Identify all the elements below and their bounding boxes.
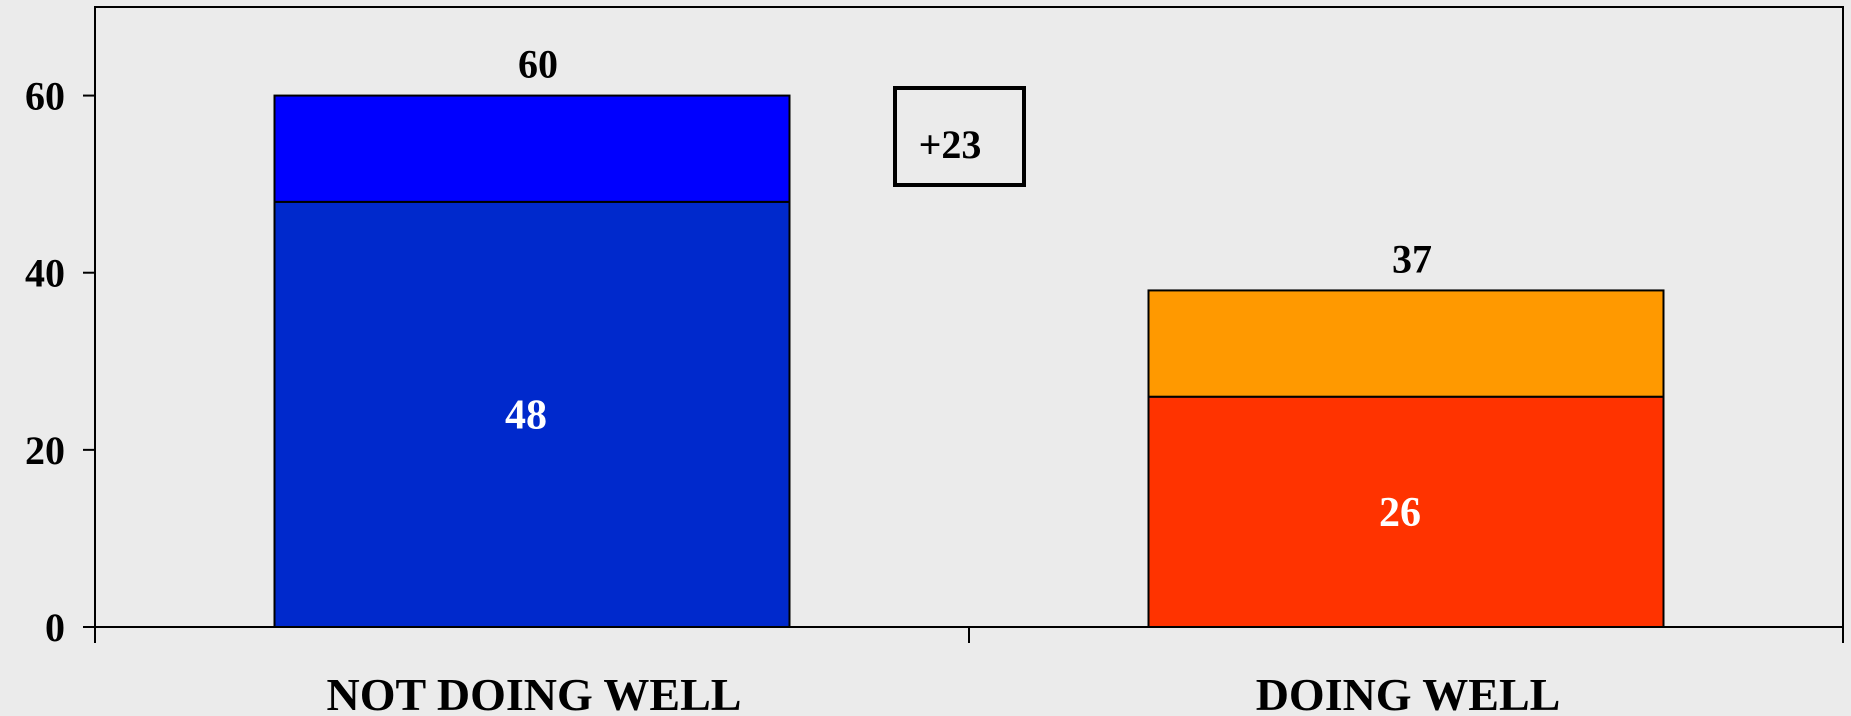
- annotation-text: +23: [919, 122, 982, 167]
- x-category-label: NOT DOING WELL: [327, 669, 742, 716]
- bar-segment-lower: [273, 200, 791, 628]
- y-tick-label: 0: [45, 605, 65, 650]
- bar-value-label: 48: [505, 392, 547, 438]
- bar-total-label: 37: [1392, 236, 1432, 281]
- y-tick-label: 40: [25, 251, 65, 296]
- bar-segment-lower: [1147, 395, 1665, 629]
- bar-total-label: 60: [518, 42, 558, 87]
- annotation-box: [893, 86, 1026, 187]
- bar-segment-upper: [273, 94, 791, 203]
- y-tick-label: 20: [25, 428, 65, 473]
- bar-value-label: 26: [1379, 490, 1421, 536]
- y-tick-label: 60: [25, 74, 65, 119]
- x-category-label: DOING WELL: [1256, 669, 1561, 716]
- bar-segment-upper: [1147, 289, 1665, 398]
